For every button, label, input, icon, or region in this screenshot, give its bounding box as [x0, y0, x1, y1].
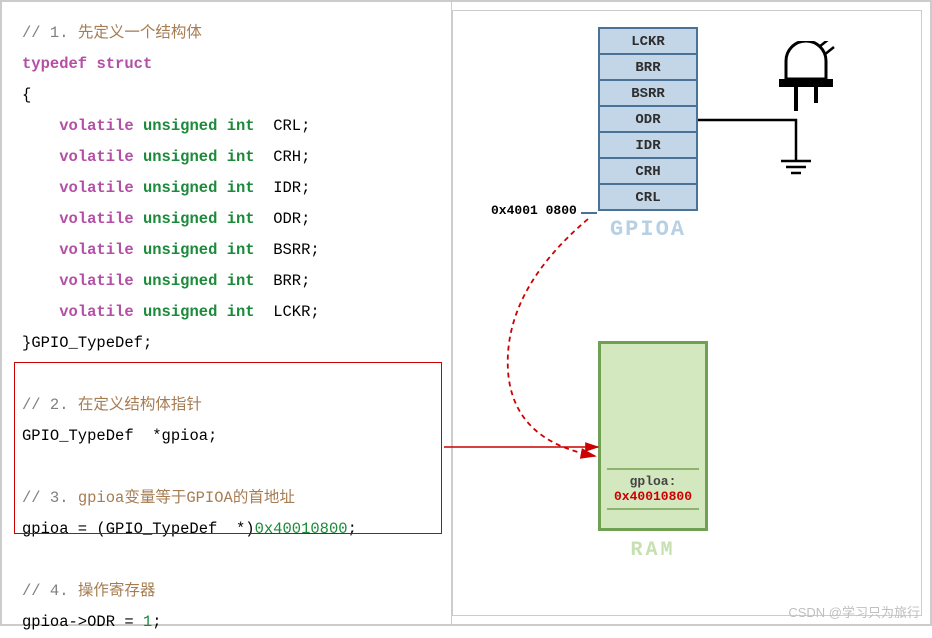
code-typedef-struct: typedef struct — [22, 49, 441, 80]
register-idr: IDR — [598, 131, 698, 159]
code-field-crh: volatile unsigned int CRH; — [22, 142, 441, 173]
ram-variable-cell: gploa: 0x40010800 — [607, 468, 699, 510]
register-odr: ODR — [598, 105, 698, 133]
register-lckr: LCKR — [598, 27, 698, 55]
code-field-odr: volatile unsigned int ODR; — [22, 204, 441, 235]
diagram-pane: LCKRBRRBSRRODRIDRCRHCRL GPIOA 0x4001 080… — [452, 10, 922, 616]
ram-var-name: gploa: — [609, 474, 697, 489]
code-field-bsrr: volatile unsigned int BSRR; — [22, 235, 441, 266]
register-crl: CRL — [598, 183, 698, 211]
register-brr: BRR — [598, 53, 698, 81]
code-pane: // 1. 先定义一个结构体 typedef struct { volatile… — [2, 2, 452, 624]
code-comment-1: // 1. 先定义一个结构体 — [22, 18, 441, 49]
code-field-idr: volatile unsigned int IDR; — [22, 173, 441, 204]
register-crh: CRH — [598, 157, 698, 185]
code-field-lckr: volatile unsigned int LCKR; — [22, 297, 441, 328]
gpioa-register-block: LCKRBRRBSRRODRIDRCRHCRL GPIOA — [598, 29, 698, 242]
main-container: // 1. 先定义一个结构体 typedef struct { volatile… — [2, 2, 930, 624]
code-brace-open: { — [22, 80, 441, 111]
watermark: CSDN @学习只为旅行 — [788, 602, 920, 621]
led-icon — [771, 41, 841, 121]
ram-label: RAM — [598, 539, 708, 562]
code-comment-4: // 4. 操作寄存器 — [22, 576, 441, 607]
blank-3 — [22, 545, 441, 576]
code-field-crl: volatile unsigned int CRL; — [22, 111, 441, 142]
code-brace-close: }GPIO_TypeDef; — [22, 328, 441, 359]
base-address-label: 0x4001 0800 — [491, 203, 577, 218]
code-odr: gpioa->ODR = 1; — [22, 607, 441, 638]
register-bsrr: BSRR — [598, 79, 698, 107]
ram-block: gploa: 0x40010800 — [598, 341, 708, 531]
wire-odr-led — [696, 116, 896, 256]
ram-var-value: 0x40010800 — [609, 489, 697, 504]
gpioa-label: GPIOA — [598, 217, 698, 242]
redbox-highlight — [14, 362, 442, 534]
code-field-brr: volatile unsigned int BRR; — [22, 266, 441, 297]
